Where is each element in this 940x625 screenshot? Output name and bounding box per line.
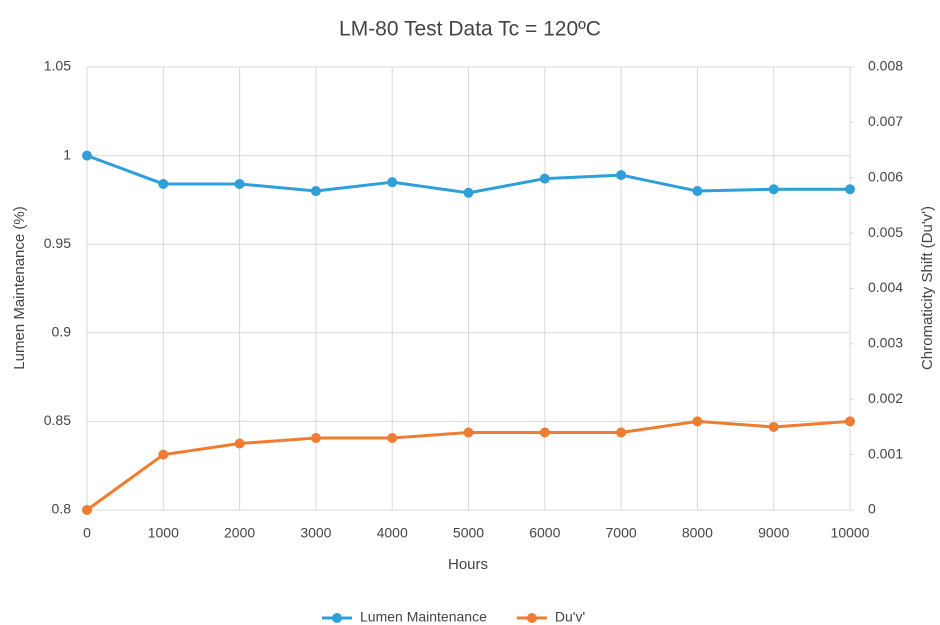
y2-tick-label: 0.001	[868, 445, 903, 461]
y-tick-label: 0.8	[52, 501, 72, 517]
data-point	[310, 433, 321, 444]
data-point	[463, 427, 474, 438]
y2-axis-label: Chromaticity Shift (Du'v')	[919, 206, 936, 370]
y2-tick-label: 0.007	[868, 113, 903, 129]
x-tick-label: 7000	[606, 525, 637, 541]
y2-tick-label: 0.004	[868, 279, 903, 295]
data-point	[387, 433, 398, 444]
y2-tick-label: 0	[868, 501, 876, 517]
x-tick-label: 4000	[377, 525, 408, 541]
data-point	[539, 173, 550, 184]
data-point	[845, 416, 855, 427]
data-point	[692, 186, 703, 197]
data-point	[234, 178, 245, 189]
data-point	[539, 427, 550, 438]
x-tick-label: 9000	[758, 525, 789, 541]
data-point	[234, 438, 245, 449]
y-tick-label: 1.05	[44, 58, 71, 74]
data-point	[616, 427, 627, 438]
x-tick-label: 2000	[224, 525, 255, 541]
x-tick-label: 3000	[300, 525, 331, 541]
data-point	[158, 178, 169, 189]
legend-label: Lumen Maintenance	[360, 609, 487, 625]
x-tick-label: 1000	[148, 525, 179, 541]
x-tick-label: 10000	[831, 525, 870, 541]
legend-label: Du'v'	[555, 609, 585, 625]
y-tick-label: 1	[63, 146, 71, 162]
data-point	[768, 184, 779, 195]
data-point	[768, 421, 779, 432]
data-point	[310, 186, 321, 197]
x-tick-label: 6000	[529, 525, 560, 541]
data-point	[387, 177, 398, 188]
y2-tick-label: 0.003	[868, 335, 903, 351]
x-axis-label: Hours	[448, 556, 488, 573]
x-tick-label: 8000	[682, 525, 713, 541]
data-point	[82, 150, 92, 161]
data-point	[845, 184, 855, 195]
data-point	[82, 505, 92, 515]
x-tick-label: 0	[83, 525, 91, 541]
y2-tick-label: 0.006	[868, 168, 903, 184]
y-axis-label: Lumen Maintenance (%)	[11, 206, 28, 369]
data-point	[463, 187, 474, 198]
y2-tick-label: 0.008	[868, 58, 903, 74]
y-tick-label: 0.95	[44, 235, 71, 251]
data-point	[616, 170, 627, 181]
y-tick-label: 0.85	[44, 412, 71, 428]
y2-tick-label: 0.005	[868, 224, 903, 240]
data-point	[692, 416, 703, 427]
y-tick-label: 0.9	[52, 324, 72, 340]
legend-marker	[526, 613, 537, 623]
x-tick-label: 5000	[453, 525, 484, 541]
chart-title: LM-80 Test Data Tc = 120ºC	[339, 18, 601, 41]
y2-tick-label: 0.002	[868, 390, 903, 406]
data-point	[158, 449, 169, 460]
legend-marker	[332, 613, 342, 623]
